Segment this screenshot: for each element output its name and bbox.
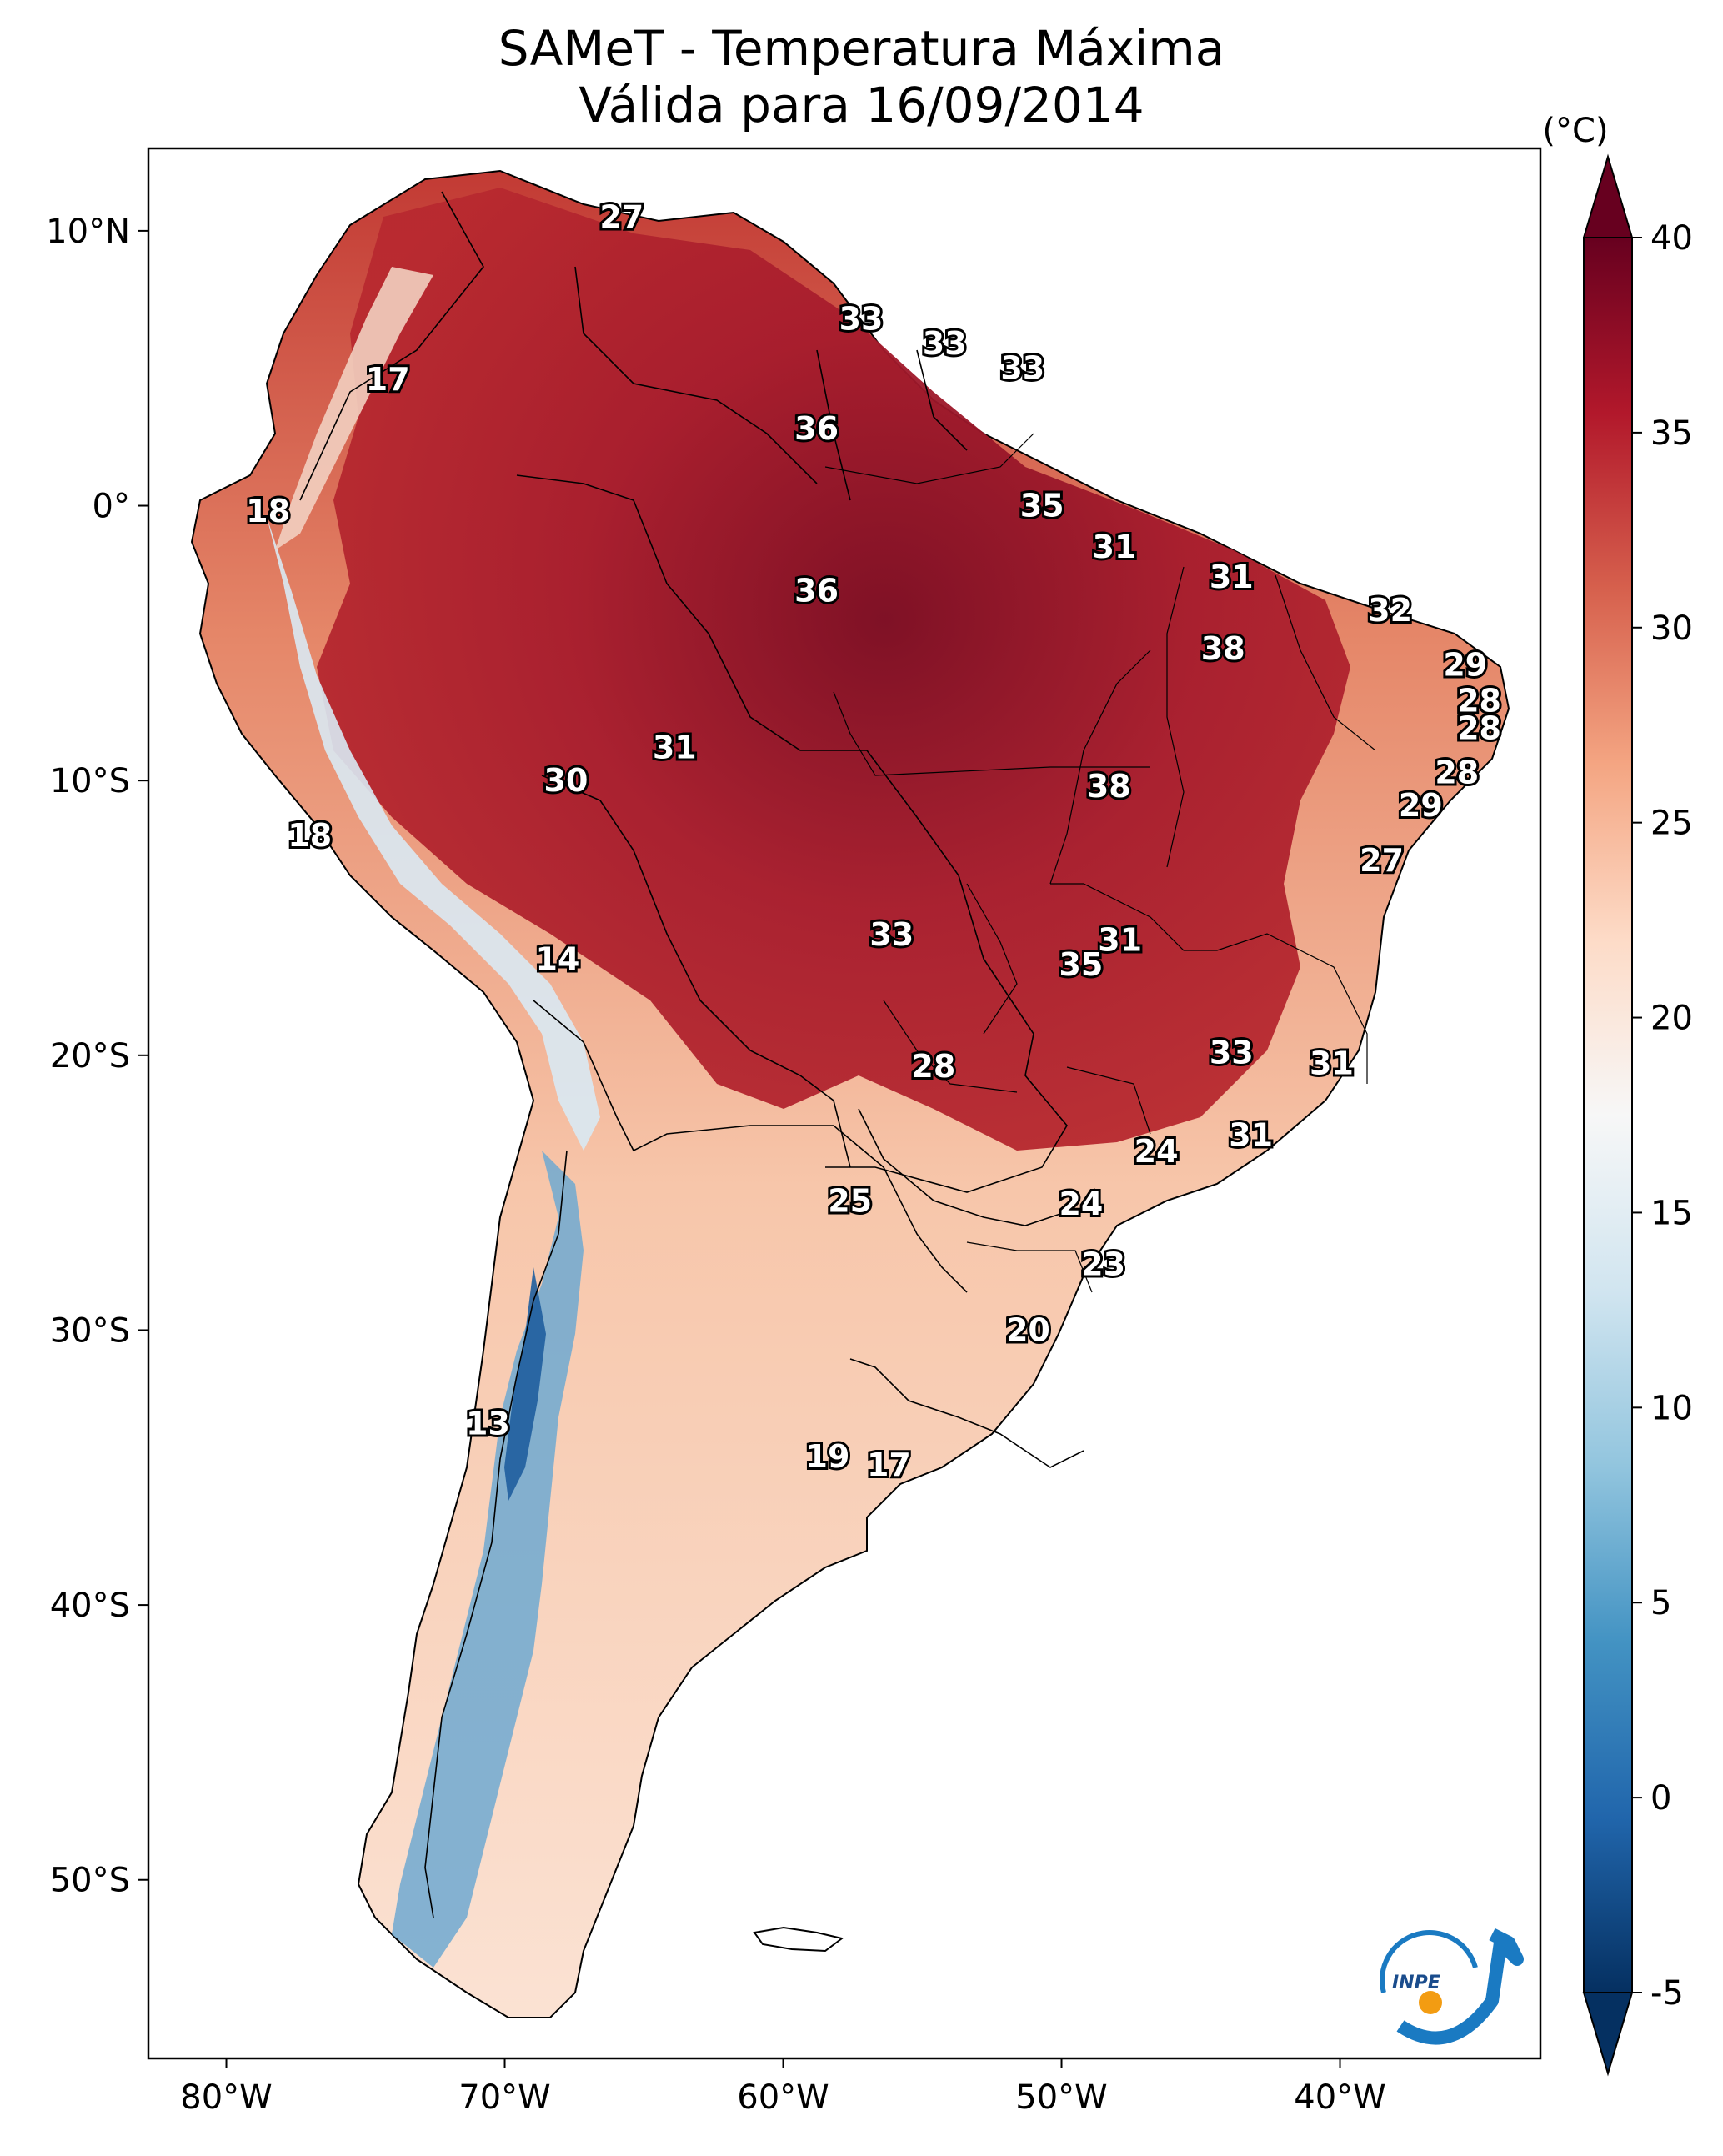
falkland-islands [753,1926,844,1953]
station-temperature-label: 33 [1000,350,1044,387]
station-temperature-label: 17 [366,361,410,398]
colorbar-tick-label: 30 [1650,609,1693,648]
lon-tick-label: 50°W [1015,2078,1107,2117]
station-temperature-label: 35 [1020,488,1064,524]
inpe-logo-text: INPE [1392,1973,1440,1993]
station-temperature-label: 28 [911,1048,955,1085]
inpe-logo: INPE [1380,1928,1524,2045]
lat-tick-label: 10°S [50,762,130,800]
longitude-ticks: 80°W 70°W 60°W 50°W 40°W [180,2058,1386,2117]
station-temperature-label: 25 [828,1183,872,1220]
station-temperature-label: 36 [794,410,839,447]
station-temperature-label: 38 [1087,768,1131,805]
andes-coldest-core [504,1267,546,1501]
map-layers [190,169,1510,2018]
lat-tick-label: 0° [93,488,130,526]
station-temperature-label: 33 [839,300,884,337]
inpe-logo-arc [1380,1929,1478,1993]
colorbar-tick-label: 5 [1650,1584,1671,1622]
inpe-logo-dot [1419,1991,1442,2014]
colorbar: (°C) 40 35 30 25 20 15 10 5 0 -5 [1542,112,1693,2077]
station-temperature-label: 29 [1399,787,1443,824]
station-temperature-label: 31 [1093,529,1137,565]
station-temperature-label: 33 [869,916,914,953]
colorbar-unit-label: (°C) [1542,112,1608,150]
lon-tick-label: 40°W [1294,2078,1385,2117]
latitude-ticks: 10°N 0° 10°S 20°S 30°S 40°S 50°S [46,213,148,1900]
colorbar-tick-label: 25 [1650,805,1693,843]
colorbar-scale [1583,237,1633,1993]
colorbar-tick-label: 35 [1650,414,1693,453]
lat-tick-label: 20°S [50,1037,130,1075]
station-temperature-label: 24 [1134,1133,1179,1170]
station-temperature-label: 27 [599,198,644,235]
station-temperature-label: 35 [1059,946,1103,983]
colorbar-tick-label: 40 [1650,219,1693,258]
station-temperature-label: 31 [1098,921,1142,958]
colorbar-tick-label: 15 [1650,1194,1693,1232]
colorbar-tick-label: -5 [1650,1974,1684,2013]
colorbar-tick-label: 10 [1650,1389,1693,1427]
lon-tick-label: 70°W [458,2078,550,2117]
station-temperature-label: 30 [544,762,589,799]
country-borders [299,191,1084,1918]
station-temperature-label: 33 [923,325,967,362]
station-temperature-label: 18 [288,817,332,854]
station-temperature-label: 28 [1435,754,1479,790]
station-temperature-label: 38 [1201,630,1245,667]
station-temperature-label: 27 [1360,842,1404,879]
station-temperature-label: 31 [1310,1045,1354,1082]
colorbar-tick-label: 20 [1650,1000,1693,1038]
andes-cold-north [267,517,600,1151]
title-line-2: Válida para 16/09/2014 [579,77,1144,133]
station-temperature-label: 29 [1443,647,1487,684]
map-title: SAMeT - Temperatura Máxima Válida para 1… [0,20,1723,133]
station-temperature-label: 28 [1457,710,1501,747]
lat-tick-label: 50°S [50,1862,130,1900]
station-temperature-label: 31 [1229,1116,1273,1153]
lat-tick-label: 30°S [50,1311,130,1350]
station-temperature-label: 13 [466,1406,510,1442]
map-frame [147,147,1542,2060]
station-temperature-label: 32 [1368,592,1412,629]
station-temperature-label: 23 [1081,1246,1125,1282]
lat-tick-label: 10°N [46,213,130,251]
colorbar-max-extension [1582,153,1634,238]
title-line-1: SAMeT - Temperatura Máxima [498,20,1225,77]
lon-tick-label: 80°W [180,2078,272,2117]
colorbar-tick-label: 0 [1650,1779,1671,1818]
state-borders [824,433,1376,1293]
colorbar-min-extension [1582,1992,1634,2077]
station-temperature-label: 31 [1210,559,1254,595]
station-temperature-label: 18 [246,493,290,529]
station-temperature-label: 36 [794,573,839,609]
station-temperature-label: 20 [1006,1311,1050,1348]
lat-tick-label: 40°S [50,1587,130,1625]
andes-cold-colombia [275,267,433,550]
inpe-logo-swoosh [1396,1928,1524,2045]
station-temperature-label: 33 [1210,1035,1254,1071]
station-temperature-label: 31 [653,730,697,766]
lon-tick-label: 60°W [737,2078,829,2117]
station-temperature-label: 28 [1457,683,1501,720]
colorbar-ticks: 40 35 30 25 20 15 10 5 0 -5 [1632,219,1693,2013]
station-temperature-label: 24 [1059,1186,1103,1222]
station-temperature-label: 19 [806,1438,850,1475]
hot-region-amazon [317,188,1350,1151]
station-temperature-label: 17 [867,1447,911,1483]
station-temperature-label: 14 [536,940,580,977]
